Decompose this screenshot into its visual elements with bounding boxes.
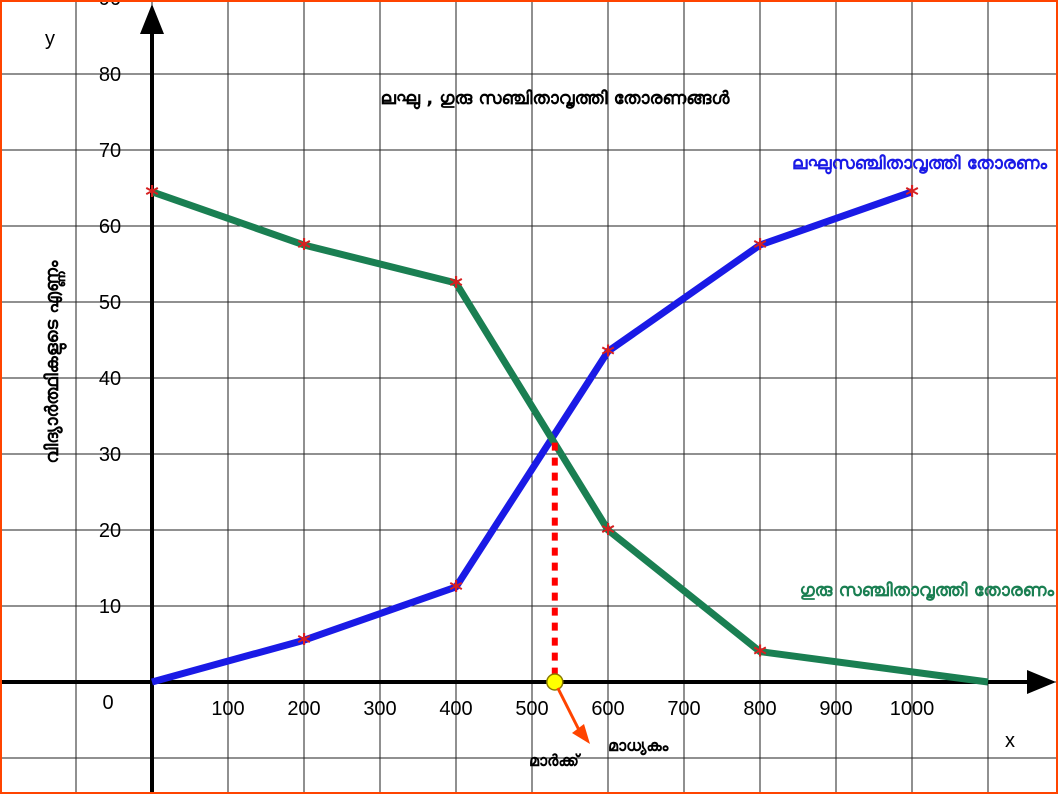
origin-label: 0 <box>102 692 113 714</box>
median-point <box>546 673 564 691</box>
data-point-marker: * <box>601 519 615 549</box>
x-tick-label: 100 <box>211 698 244 720</box>
series-label-green: ഗുരു സഞ്ചിതാവൃത്തി തോരണം <box>800 580 1055 602</box>
y-axis-title: വിദ്യാർത്ഥികളുടെ എണ്ണം <box>42 260 67 463</box>
x-tick-label: 700 <box>667 698 700 720</box>
x-tick-label: 200 <box>287 698 320 720</box>
x-axis-letter: x <box>1005 730 1015 752</box>
series-line-green <box>150 188 989 686</box>
y-tick-label: 10 <box>99 596 121 618</box>
y-tick-label: 20 <box>99 520 121 542</box>
data-point-marker: * <box>753 641 767 671</box>
x-tick-label: 1000 <box>890 698 935 720</box>
x-tick-label: 400 <box>439 698 472 720</box>
y-tick-label: 90 <box>99 2 121 10</box>
series-label-blue: ലഘുസഞ്ചിതാവൃത്തി തോരണം <box>792 153 1047 175</box>
median-layer <box>546 442 590 744</box>
y-tick-label: 40 <box>99 368 121 390</box>
data-point-marker: * <box>449 272 463 302</box>
data-point-marker: * <box>753 234 767 264</box>
median-arrow-head <box>572 724 590 744</box>
y-tick-label: 30 <box>99 444 121 466</box>
data-point-marker: * <box>297 629 311 659</box>
x-axis-arrow <box>1027 670 1056 694</box>
y-tick-label: 50 <box>99 292 121 314</box>
x-tick-label: 600 <box>591 698 624 720</box>
labels-layer: ലഘു , ഗുരു സഞ്ചിതാവൃത്തി തോരണങ്ങൾ ലഘുസഞ്… <box>42 28 1054 770</box>
median-label-right: മാധ്യകം <box>608 736 670 756</box>
x-tick-label: 900 <box>819 698 852 720</box>
median-arrow-line <box>556 687 582 733</box>
y-tick-label: 80 <box>99 64 121 86</box>
x-tick-label: 300 <box>363 698 396 720</box>
y-tick-label: 60 <box>99 216 121 238</box>
data-point-marker: * <box>905 181 919 211</box>
y-tick-label: 70 <box>99 140 121 162</box>
data-point-marker: * <box>297 234 311 264</box>
median-label-left: മാർക്ക് <box>529 751 581 770</box>
y-axis-letter: y <box>45 28 55 50</box>
y-axis-arrow <box>140 4 164 34</box>
series-layer: * * * * * * * * * * <box>145 181 989 686</box>
x-tick-label: 800 <box>743 698 776 720</box>
data-point-marker: * <box>145 181 159 211</box>
x-tick-label: 500 <box>515 698 548 720</box>
data-point-marker: * <box>449 576 463 606</box>
series-line-blue <box>151 188 914 686</box>
data-point-marker: * <box>601 340 615 370</box>
chart-title: ലഘു , ഗുരു സഞ്ചിതാവൃത്തി തോരണങ്ങൾ <box>381 88 731 110</box>
